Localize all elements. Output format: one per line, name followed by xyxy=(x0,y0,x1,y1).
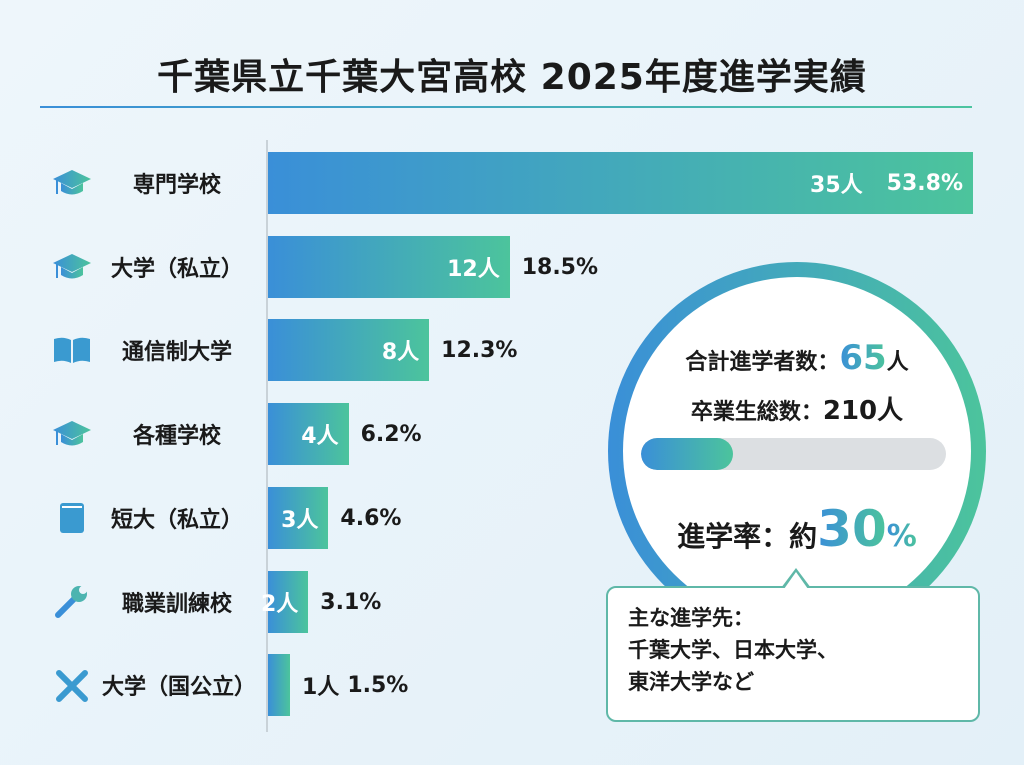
total-enrolled: 合計進学者数：65人 xyxy=(685,338,909,378)
enrollment-rate: 進学率：約30% xyxy=(677,500,917,558)
count-label: 35人 xyxy=(810,173,863,198)
callout-line: 東洋大学など xyxy=(628,670,754,694)
bar: 3人 xyxy=(268,487,329,549)
bar-row: 各種学校 4人 6.2% xyxy=(0,403,1024,465)
book-icon xyxy=(50,500,94,536)
bar-row: 専門学校 35人 53.8% xyxy=(0,152,1024,214)
category-label: 専門学校 xyxy=(132,173,221,198)
graduation-cap-icon xyxy=(50,249,94,285)
category-label: 大学（国公立） xyxy=(102,675,257,700)
bar xyxy=(268,654,290,716)
percent-label: 4.6% xyxy=(340,505,402,531)
callout-line: 千葉大学、日本大学、 xyxy=(628,638,838,662)
open-book-icon xyxy=(50,332,94,368)
category-label: 通信制大学 xyxy=(121,340,232,365)
callout-heading: 主な進学先： xyxy=(628,606,754,630)
main-destinations-callout: 主な進学先： 千葉大学、日本大学、 東洋大学など xyxy=(606,586,980,722)
count-label: 4人 xyxy=(301,424,339,449)
wrench-icon xyxy=(50,584,94,620)
category-label: 職業訓練校 xyxy=(121,592,232,617)
category: 各種学校 xyxy=(50,403,252,465)
bar-row: 通信制大学 8人 12.3% xyxy=(0,319,1024,381)
bar-row: 短大（私立） 3人 4.6% xyxy=(0,487,1024,549)
count-label: 8人 xyxy=(381,340,420,365)
bar-value-labels: 12.3% xyxy=(441,319,517,381)
bar: 2人 xyxy=(261,571,309,633)
percent-label: 53.8% xyxy=(886,170,963,196)
bar: 12人 xyxy=(268,236,510,298)
category: 大学（国公立） xyxy=(50,654,257,716)
percent-label: 18.5% xyxy=(521,254,599,280)
enrollment-rate-progress xyxy=(641,438,946,470)
bar: 8人 xyxy=(268,319,430,381)
category: 大学（私立） xyxy=(50,236,252,298)
percent-label: 12.3% xyxy=(441,337,518,363)
bar-row: 職業訓練校 2人 3.1% xyxy=(0,571,1024,633)
category-label: 各種学校 xyxy=(132,424,221,449)
category: 通信制大学 xyxy=(50,319,252,381)
category-label: 短大（私立） xyxy=(110,508,243,533)
graduation-cap-icon xyxy=(50,165,94,201)
bar-value-labels: 4.6% xyxy=(340,487,401,549)
bar: 35人 53.8% xyxy=(268,152,973,214)
graduation-cap-icon xyxy=(50,416,94,452)
bar-value-labels: 1人 1.5% xyxy=(302,654,408,716)
count-label: 12人 xyxy=(447,257,500,282)
category-label: 大学（私立） xyxy=(110,257,243,282)
bar-row: 大学（国公立） 1人 1.5% xyxy=(0,654,1024,716)
percent-label: 6.2% xyxy=(360,421,422,447)
bar: 4人 xyxy=(268,403,349,465)
category: 短大（私立） xyxy=(50,487,252,549)
bar-value-labels: 18.5% xyxy=(522,236,598,298)
title-divider xyxy=(40,106,972,108)
category: 専門学校 xyxy=(50,152,252,214)
category: 職業訓練校 xyxy=(50,571,252,633)
chart-axis xyxy=(266,140,268,732)
bar-row: 大学（私立） 12人 18.5% xyxy=(0,236,1024,298)
percent-label: 1.5% xyxy=(347,672,409,698)
tools-icon xyxy=(50,667,94,703)
bar-value-labels: 6.2% xyxy=(361,403,422,465)
percent-label: 3.1% xyxy=(320,589,382,615)
bar-value-labels: 3.1% xyxy=(320,571,381,633)
count-label: 2人 xyxy=(260,592,299,617)
total-graduates: 卒業生総数：210人 xyxy=(690,396,904,426)
progress-fill xyxy=(641,438,733,470)
count-label: 3人 xyxy=(281,508,319,533)
chart-title: 千葉県立千葉大宮高校 2025年度進学実績 xyxy=(157,57,867,98)
count-label: 1人 xyxy=(302,675,340,700)
